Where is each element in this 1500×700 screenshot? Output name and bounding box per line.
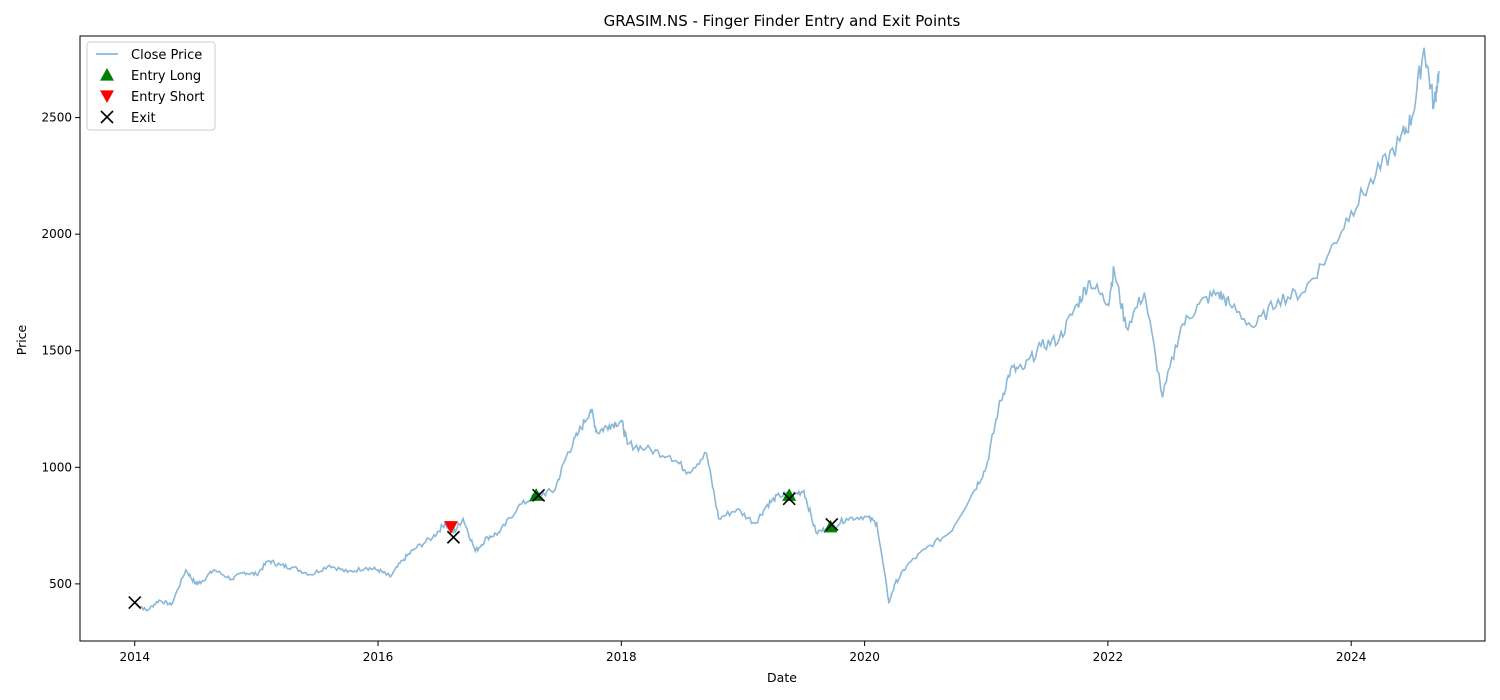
entry-long-marker [529,488,544,501]
y-tick-label: 500 [49,577,72,591]
legend-swatch-exit [100,110,114,124]
exit-marker [532,488,546,502]
y-tick-label: 1000 [41,460,72,474]
legend-box [86,41,216,131]
exit-marker [782,492,796,506]
legend-label: Entry Long [131,69,201,84]
y-tick-label: 1500 [41,344,72,358]
entry-short-marker [444,521,459,534]
close-price-line [134,47,1440,612]
legend-swatch-entry-short [100,90,114,103]
axis-ticks: 2014 2016 2018 2020 2022 2024 500 1000 1500 2000 2… [41,111,1366,664]
x-tick-label: 2024 [1336,650,1367,664]
x-tick-label: 2016 [363,650,394,664]
legend: Close Price Entry Long Entry Short Exit [86,41,216,131]
legend-swatch-entry-long [100,68,114,81]
y-tick-label: 2500 [41,111,72,125]
x-tick-label: 2020 [849,650,880,664]
x-axis-label: Date [767,670,797,685]
chart-title: GRASIM.NS - Finger Finder Entry and Exit… [604,12,961,30]
x-tick-label: 2014 [119,650,150,664]
x-tick-label: 2018 [606,650,637,664]
x-tick-label: 2022 [1093,650,1124,664]
legend-label: Entry Short [131,90,205,105]
legend-label: Close Price [131,48,202,63]
y-axis-label: Price [14,324,29,355]
exit-marker [825,517,839,531]
exit-marker [446,530,461,544]
exit-marker [128,595,142,610]
y-tick-label: 2000 [41,227,72,241]
legend-label: Exit [131,111,156,126]
plot-area [128,47,1440,612]
entry-long-marker [782,488,797,501]
axes-frame [79,35,1486,642]
